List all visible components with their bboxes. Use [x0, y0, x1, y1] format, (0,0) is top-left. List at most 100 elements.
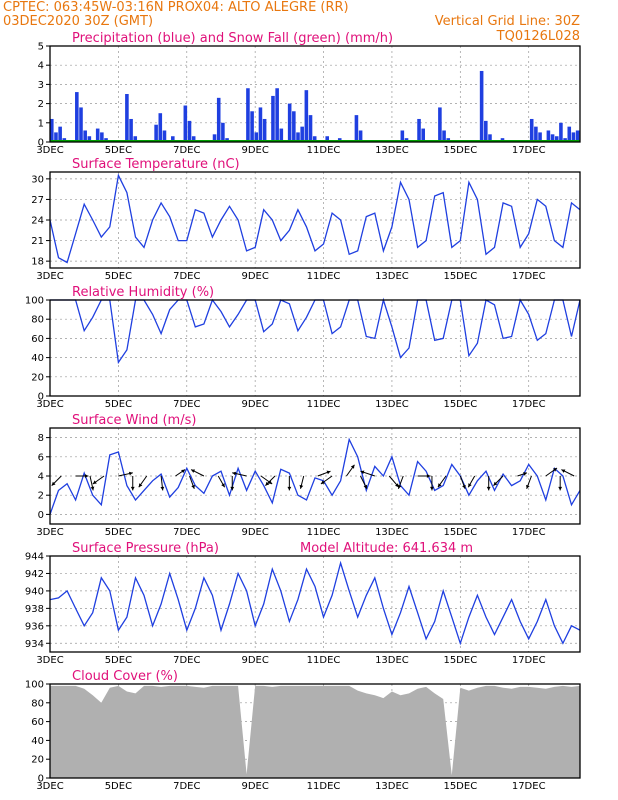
wind-vector-head — [232, 471, 237, 476]
precip-bar — [421, 128, 425, 142]
y-tick-label: 2 — [38, 491, 44, 502]
precip-bar — [484, 120, 488, 142]
x-tick-label: 5DEC — [105, 399, 132, 410]
y-tick-label: 18 — [31, 257, 44, 268]
y-tick-label: 40 — [31, 353, 44, 364]
y-tick-label: 6 — [38, 452, 44, 463]
x-tick-label: 9DEC — [241, 271, 268, 282]
x-tick-label: 17DEC — [512, 271, 546, 282]
x-tick-label: 3DEC — [36, 271, 63, 282]
x-tick-label: 9DEC — [241, 399, 268, 410]
panel-frame — [49, 171, 581, 269]
wind-vector-head — [191, 469, 196, 473]
x-tick-label: 15DEC — [443, 655, 477, 666]
precip-bar — [191, 136, 196, 142]
wind-vector-head — [92, 480, 97, 484]
precip-bar — [567, 126, 572, 142]
wind-vector-head — [181, 469, 186, 474]
precip-bar — [262, 118, 267, 142]
cloud-cover-area — [50, 685, 580, 778]
wind-vector-head — [493, 481, 498, 486]
header-date: 03DEC2020 30Z (GMT) — [3, 14, 153, 29]
wind-vector-head — [287, 486, 292, 491]
wind-vector-head — [350, 464, 355, 469]
wind-vector-head — [430, 486, 434, 491]
wind-vector-head — [128, 471, 133, 476]
precip-bar — [296, 132, 300, 142]
panel-title: Precipitation (blue) and Snow Fall (gree… — [72, 31, 393, 46]
x-tick-label: 3DEC — [36, 527, 63, 538]
precip-bar — [292, 111, 296, 142]
precip-bar — [438, 107, 442, 142]
y-tick-label: 24 — [31, 216, 44, 227]
precip-bar — [546, 130, 551, 142]
precip-bar — [162, 130, 167, 142]
wind-vector-head — [51, 481, 56, 486]
precip-bar — [50, 118, 54, 142]
panel-title: Surface Pressure (hPa) — [72, 541, 219, 556]
x-tick-label: 3DEC — [36, 145, 63, 156]
x-tick-label: 17DEC — [512, 655, 546, 666]
y-tick-label: 40 — [31, 736, 44, 747]
precip-bar — [254, 132, 259, 142]
precip-bar — [534, 126, 538, 142]
x-tick-label: 13DEC — [375, 655, 409, 666]
precip-bar — [275, 88, 279, 142]
wind-vector-head — [561, 469, 566, 473]
precip-bar — [75, 92, 79, 142]
x-tick-label: 3DEC — [36, 655, 63, 666]
precip-bar — [129, 118, 133, 142]
x-tick-label: 7DEC — [173, 145, 200, 156]
precip-bar — [221, 122, 225, 142]
y-tick-label: 0 — [38, 392, 44, 403]
precip-bar — [550, 134, 555, 142]
x-tick-label: 11DEC — [307, 271, 341, 282]
header-grid-line: Vertical Grid Line: 30Z — [435, 14, 580, 29]
x-tick-label: 7DEC — [173, 655, 200, 666]
precip-bar — [171, 136, 175, 142]
x-tick-label: 9DEC — [241, 781, 268, 792]
precip-bar — [479, 70, 484, 142]
x-tick-label: 5DEC — [105, 527, 132, 538]
x-tick-label: 11DEC — [307, 527, 341, 538]
wind-vector-head — [191, 484, 195, 489]
y-tick-label: 100 — [25, 296, 44, 307]
x-tick-label: 15DEC — [443, 271, 477, 282]
precip-bar — [158, 113, 163, 142]
y-tick-label: 20 — [31, 372, 44, 383]
y-tick-label: 30 — [31, 174, 44, 185]
y-tick-label: 60 — [31, 334, 44, 345]
y-tick-label: 8 — [38, 433, 44, 444]
panel-wind: 3DEC 5DEC 7DEC 9DEC 11DEC 13DEC 15DEC 17DEC 0 2 4 6… — [36, 413, 581, 538]
x-tick-label: 3DEC — [36, 399, 63, 410]
panel-cloud: 3DEC 5DEC 7DEC 9DEC 11DEC 13DEC 15DEC 17DEC 0 20 4… — [25, 669, 581, 792]
x-tick-label: 13DEC — [375, 527, 409, 538]
x-tick-label: 9DEC — [241, 527, 268, 538]
wind-vector-head — [462, 484, 466, 489]
precip-bar — [212, 134, 217, 142]
x-tick-label: 9DEC — [241, 655, 268, 666]
wind-vector-head — [84, 474, 89, 478]
precip-bar — [304, 90, 309, 142]
y-tick-label: 100 — [25, 680, 44, 691]
y-tick-label: 3 — [38, 80, 44, 91]
precip-bar — [559, 122, 563, 142]
precip-bar — [571, 132, 576, 142]
precip-bar — [354, 115, 359, 142]
y-tick-label: 0 — [38, 510, 44, 521]
x-tick-label: 11DEC — [307, 145, 341, 156]
panel-title: Surface Wind (m/s) — [72, 413, 196, 428]
panel-title: Cloud Cover (%) — [72, 669, 178, 684]
wind-vector-head — [437, 483, 442, 488]
panel-frame — [49, 427, 581, 525]
precip-bar — [95, 128, 100, 142]
wind-vector-head — [130, 486, 135, 491]
x-tick-label: 5DEC — [105, 271, 132, 282]
header-location: CPTEC: 063:45W-03:16N PROX04: ALTO ALEGR… — [3, 0, 349, 15]
precip-bar — [133, 136, 138, 142]
precip-bar — [154, 124, 158, 142]
x-tick-label: 3DEC — [36, 781, 63, 792]
precip-bar — [258, 107, 263, 142]
x-tick-label: 5DEC — [105, 655, 132, 666]
precip-bar — [312, 136, 317, 142]
